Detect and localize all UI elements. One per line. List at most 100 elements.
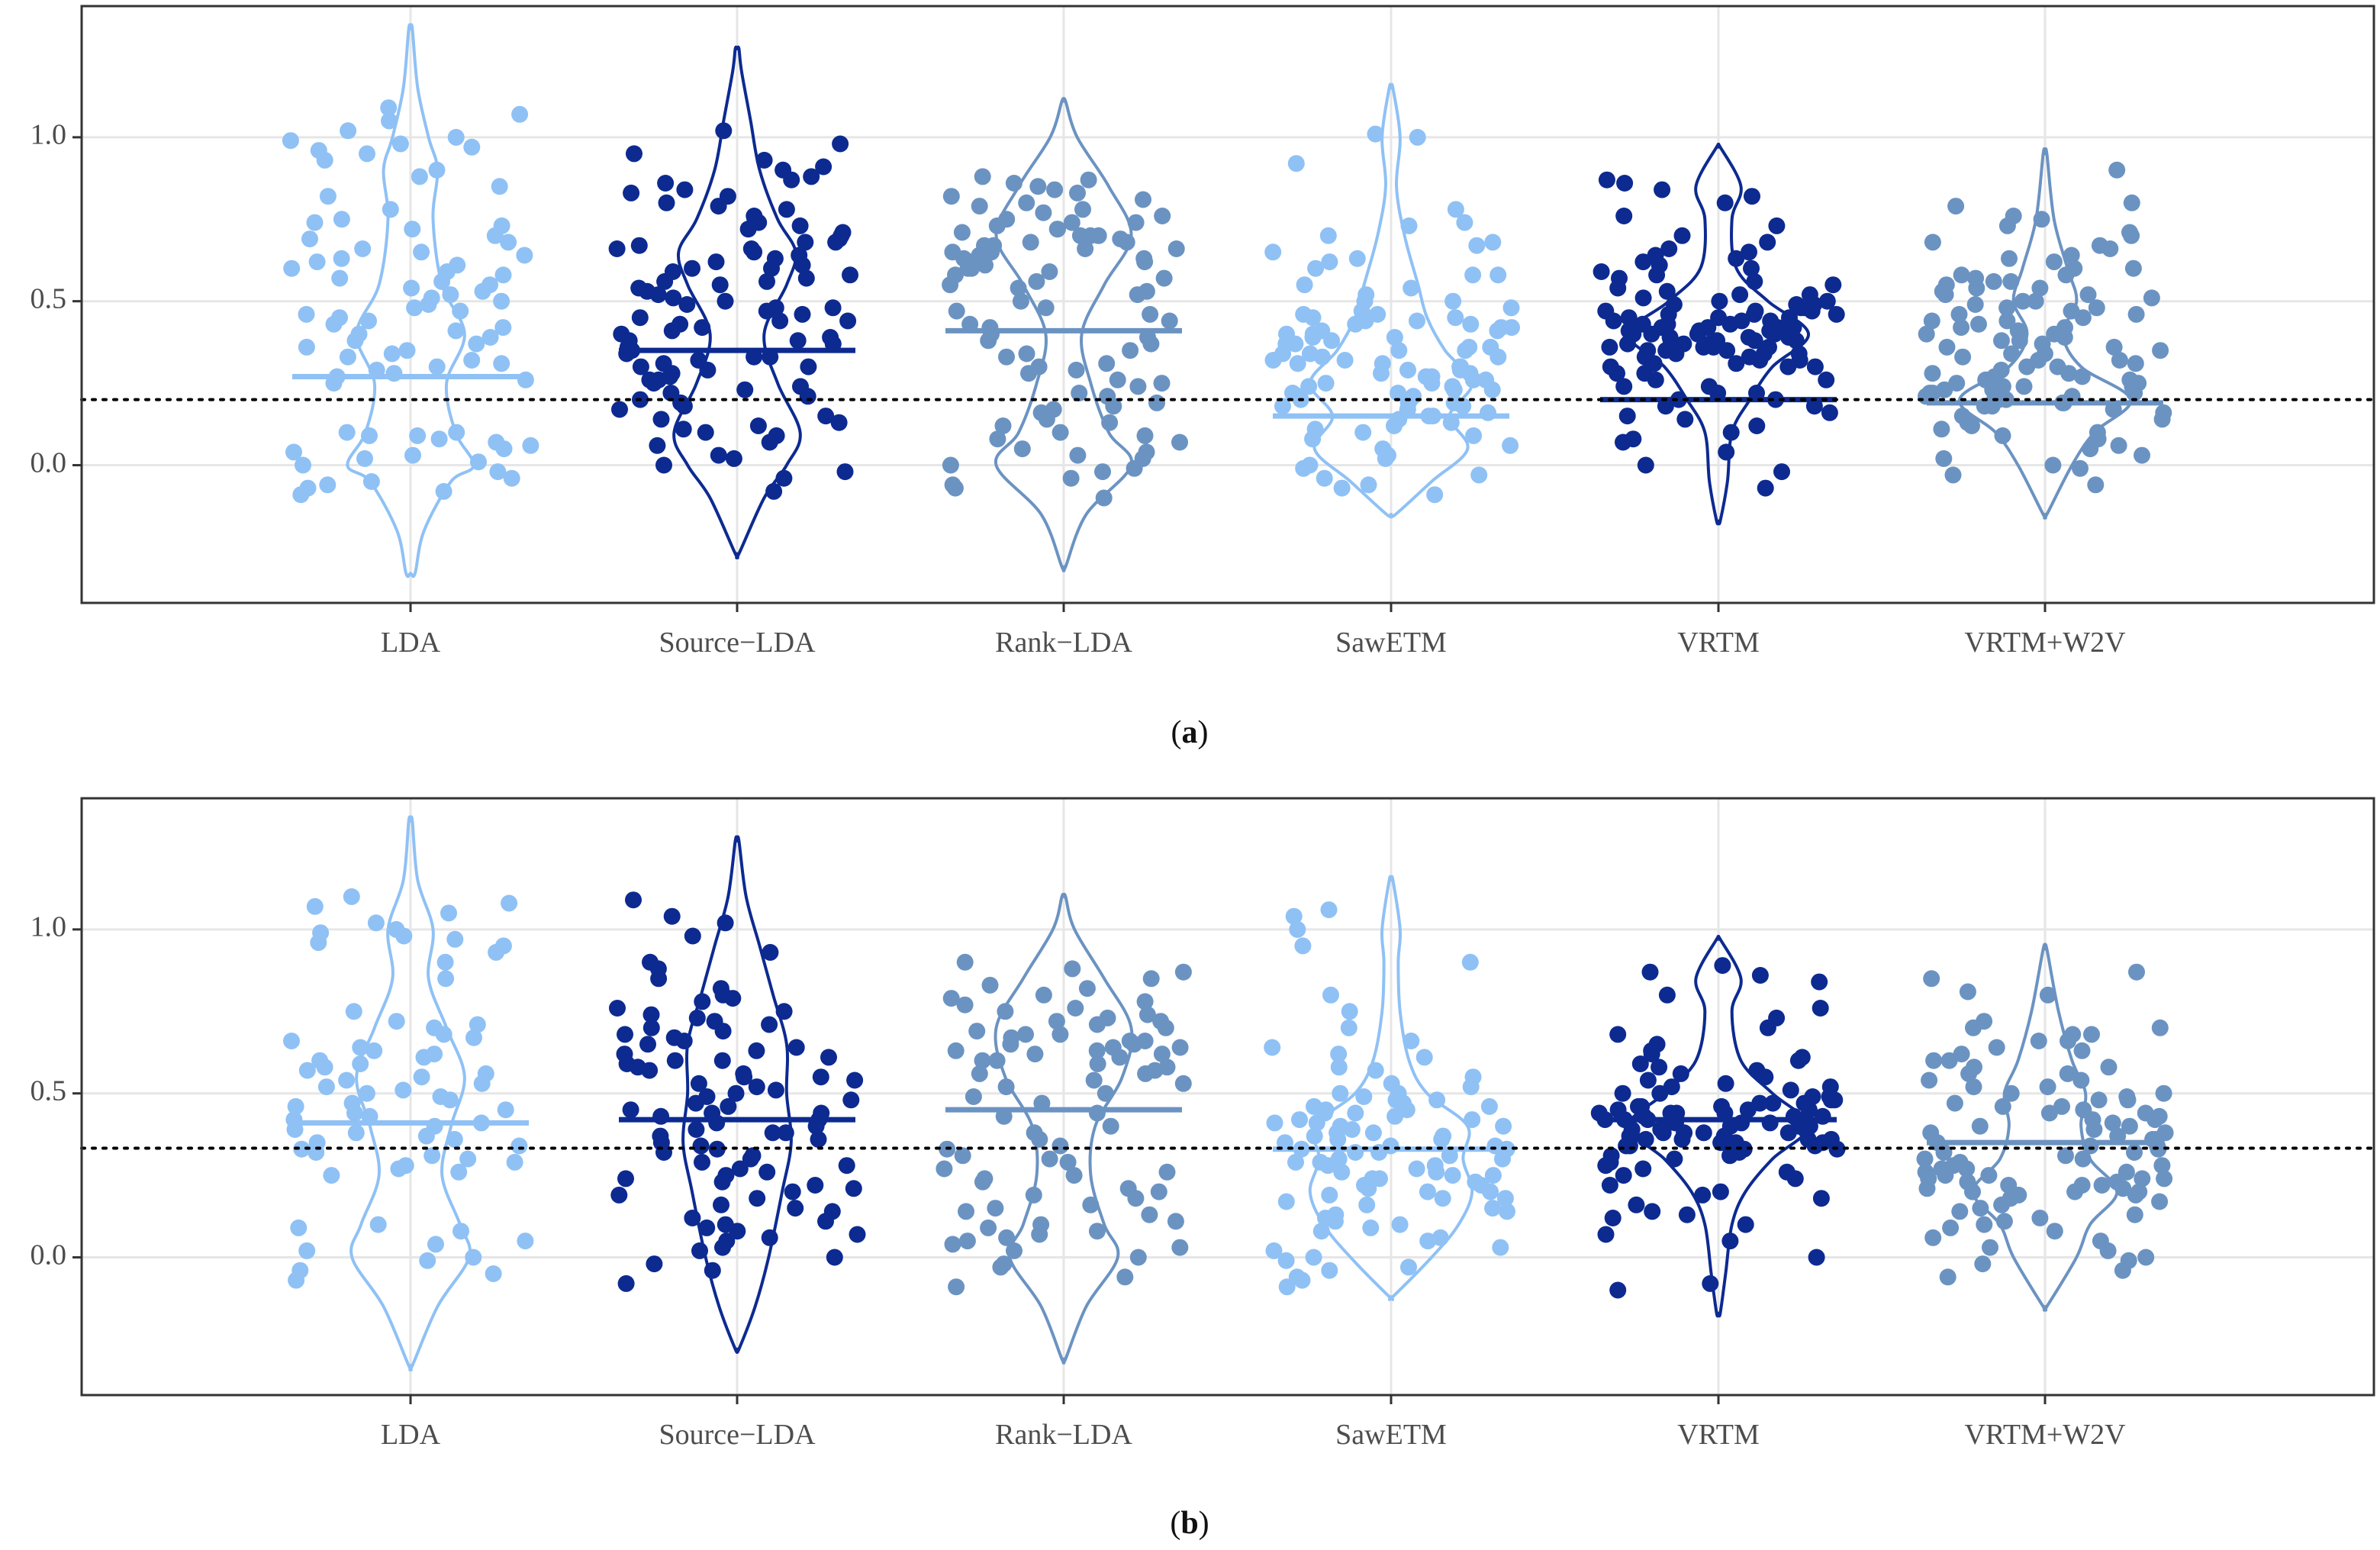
data-point [758, 302, 775, 320]
data-point [1966, 1059, 1982, 1076]
data-point [1741, 348, 1758, 366]
data-point [1067, 1000, 1084, 1017]
violin-4 [1626, 935, 1811, 1318]
data-point [697, 424, 714, 441]
data-point [1038, 411, 1055, 428]
data-point [345, 1003, 362, 1020]
panel-b-y-tick-label: 0.5 [31, 1075, 67, 1107]
data-point [1319, 227, 1337, 244]
data-point [1332, 1084, 1349, 1102]
data-point [771, 312, 789, 330]
data-point [1748, 1062, 1766, 1079]
data-point [447, 322, 465, 340]
data-point [1918, 1180, 1936, 1197]
data-point [488, 433, 505, 451]
data-point [812, 1068, 829, 1086]
data-point [1694, 1186, 1712, 1204]
data-point [958, 1203, 974, 1220]
data-point [493, 355, 510, 372]
data-point [631, 309, 649, 327]
data-point [2104, 1114, 2121, 1132]
data-point [470, 453, 487, 471]
data-point [1490, 266, 1507, 284]
data-point [714, 1023, 732, 1040]
data-point [1174, 1075, 1192, 1092]
panel-b-x-tick-label: Rank−LDA [995, 1419, 1132, 1451]
data-point [1171, 1039, 1189, 1056]
data-point [1018, 194, 1035, 211]
data-point [2056, 319, 2073, 337]
data-point [1951, 1203, 1969, 1220]
data-point [692, 1137, 710, 1155]
data-point [2014, 292, 2031, 310]
data-point [1713, 1097, 1731, 1115]
panel-a-x-tick-label: VRTM [1677, 627, 1760, 659]
data-point [1142, 305, 1159, 323]
data-point [1150, 1183, 1167, 1200]
data-point [1722, 424, 1740, 441]
data-point [1321, 1186, 1338, 1204]
data-point [1012, 292, 1029, 310]
data-point [2128, 963, 2145, 981]
data-point [717, 1167, 735, 1184]
data-point [1728, 355, 1745, 372]
data-point [301, 230, 318, 248]
data-point [974, 1052, 991, 1069]
data-point [2126, 1206, 2143, 1223]
data-point [666, 1052, 684, 1069]
data-point [1387, 1091, 1405, 1109]
data-point [1484, 1167, 1502, 1184]
data-point [1364, 1124, 1382, 1142]
data-point [1620, 309, 1638, 327]
data-point [1988, 1039, 2005, 1056]
data-point [839, 312, 857, 330]
data-point [1171, 1239, 1189, 1256]
data-point [2072, 1071, 2090, 1089]
data-point [290, 1219, 308, 1236]
data-point [1634, 1160, 1652, 1178]
data-point [1676, 1124, 1693, 1142]
data-point [2083, 1026, 2100, 1043]
data-point [1666, 1150, 1683, 1168]
data-point [417, 1127, 435, 1145]
data-point [994, 417, 1012, 434]
panel-a-y-tick-label: 0.5 [31, 282, 67, 314]
data-point [1274, 345, 1292, 363]
data-point [1924, 1229, 1942, 1246]
data-point [1634, 253, 1652, 271]
panel-b-y-tick-label: 1.0 [31, 911, 67, 943]
data-point [1400, 1258, 1417, 1276]
data-point [1935, 1144, 1953, 1161]
data-point [1609, 1281, 1627, 1299]
data-point [2027, 292, 2044, 310]
panel-a-caption-letter: a [1182, 715, 1198, 750]
data-point [1615, 1167, 1632, 1184]
data-point [817, 1213, 834, 1230]
data-point [1663, 1078, 1680, 1096]
data-point [356, 450, 373, 467]
data-point [347, 1124, 365, 1142]
data-point [656, 272, 674, 290]
data-point [736, 381, 754, 398]
data-point [383, 345, 401, 363]
data-point [1035, 986, 1052, 1004]
data-point [1330, 1059, 1348, 1076]
data-point [1806, 358, 1824, 375]
data-point [1347, 1104, 1364, 1122]
violin-0 [349, 815, 472, 1371]
data-point [766, 250, 784, 267]
data-point [1637, 456, 1654, 474]
data-point [671, 315, 689, 333]
data-point [1933, 421, 1950, 438]
data-point [691, 1242, 708, 1259]
data-point [358, 1084, 375, 1102]
data-point [409, 427, 427, 444]
data-point [698, 1088, 716, 1105]
data-point [711, 276, 729, 294]
data-point [610, 1186, 628, 1204]
data-point [948, 1278, 965, 1296]
data-point [1714, 957, 1731, 975]
data-point [1419, 1183, 1436, 1200]
data-point [1278, 325, 1295, 343]
data-point [1921, 1071, 1938, 1089]
